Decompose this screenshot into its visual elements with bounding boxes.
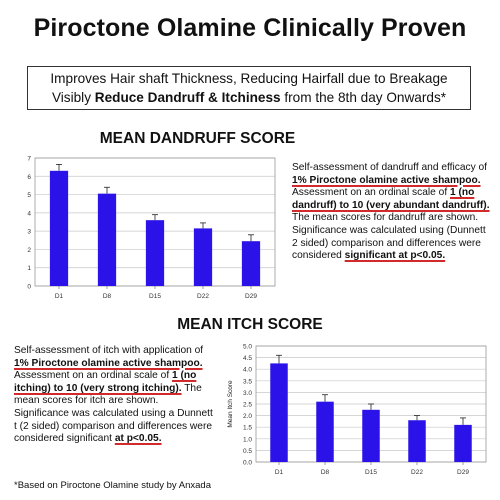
dandruff-desc-text-2: Assessment on an ordinal scale of <box>292 187 450 199</box>
itch-ytick-label: 3.5 <box>243 378 252 385</box>
claim-line-2: Visibly Reduce Dandruff & Itchiness from… <box>28 88 470 107</box>
itch-ytick-label: 0.5 <box>243 448 252 455</box>
dandruff-ytick-label: 6 <box>27 174 31 181</box>
dandruff-ytick-label: 2 <box>27 247 31 254</box>
itch-ytick-label: 2.5 <box>243 402 252 409</box>
claim-box: Improves Hair shaft Thickness, Reducing … <box>27 66 471 110</box>
itch-ylabel: Mean Itch Score <box>227 380 234 428</box>
dandruff-ytick-label: 0 <box>27 284 31 291</box>
dandruff-ytick-label: 3 <box>27 229 31 236</box>
itch-ytick-label: 5.0 <box>243 344 252 351</box>
itch-ytick-label: 4.0 <box>243 367 252 374</box>
dandruff-desc-highlight-3: significant at p<0.05. <box>344 250 446 262</box>
itch-desc-highlight-1: 1% Piroctone olamine active shampoo. <box>14 357 203 369</box>
itch-bar <box>316 401 334 462</box>
itch-ytick-label: 1.0 <box>243 436 252 443</box>
itch-description: Self-assessment of itch with application… <box>14 345 214 446</box>
claim-line-1: Improves Hair shaft Thickness, Reducing … <box>50 71 448 86</box>
dandruff-bar <box>241 241 261 286</box>
dandruff-chart: 0 1 2 3 4 5 6 7 D1 D8 D15 D22 D29 <box>27 156 276 300</box>
dandruff-bar <box>193 228 213 286</box>
itch-bar <box>454 424 472 462</box>
itch-xtick-label: D22 <box>411 469 423 476</box>
itch-desc-highlight-2: 1 (no itching) to 10 (very strong itchin… <box>14 370 197 394</box>
dandruff-bar <box>145 220 165 286</box>
dandruff-xtick-label: D22 <box>197 293 209 300</box>
claim-line-2-pre: Visibly <box>51 90 95 105</box>
dandruff-desc-highlight-2: 1 (no dandruff) to 10 (very abundant dan… <box>292 187 490 211</box>
dandruff-xtick-label: D8 <box>103 293 112 300</box>
itch-bar <box>362 409 380 462</box>
itch-ytick-label: 3.0 <box>243 390 252 397</box>
itch-chart-title: MEAN ITCH SCORE <box>177 316 323 333</box>
itch-desc-text-1: Self-assessment of itch with application… <box>14 345 204 356</box>
itch-ytick-label: 1.5 <box>243 425 252 432</box>
dandruff-ytick-label: 1 <box>27 265 31 272</box>
dandruff-bar <box>49 170 69 286</box>
itch-bar <box>408 420 426 462</box>
itch-xtick-label: D1 <box>275 469 284 476</box>
itch-xtick-label: D15 <box>365 469 377 476</box>
dandruff-xtick-label: D29 <box>245 293 257 300</box>
dandruff-bar <box>97 193 117 286</box>
itch-xtick-label: D29 <box>457 469 469 476</box>
itch-desc-text-2: Assessment on an ordinal scale of <box>14 370 172 382</box>
itch-desc-highlight-3: at p<0.05. <box>114 433 162 445</box>
itch-xtick-label: D8 <box>321 469 330 476</box>
itch-ytick-label: 2.0 <box>243 413 252 420</box>
dandruff-desc-text-3: The mean scores for dandruff are shown. … <box>292 212 486 262</box>
claim-line-2-post: from the 8th day Onwards* <box>280 90 447 105</box>
dandruff-ytick-label: 7 <box>27 156 31 163</box>
claim-line-2-bold: Reduce Dandruff & Itchiness <box>94 90 281 105</box>
itch-ytick-label: 4.5 <box>243 355 252 362</box>
dandruff-chart-title: MEAN DANDRUFF SCORE <box>99 130 296 147</box>
footnote: *Based on Piroctone Olamine study by Anx… <box>14 480 211 491</box>
itch-chart: 0.0 0.5 1.0 1.5 2.0 2.5 3.0 3.5 4.0 4.5 5.0 Mean It… <box>227 344 487 476</box>
page-title: Piroctone Olamine Clinically Proven <box>33 14 467 42</box>
dandruff-xtick-label: D15 <box>149 293 161 300</box>
dandruff-ytick-label: 5 <box>27 192 31 199</box>
itch-ytick-label: 0.0 <box>243 460 252 467</box>
dandruff-ytick-label: 4 <box>27 210 31 217</box>
dandruff-description: Self-assessment of dandruff and efficacy… <box>292 162 490 263</box>
itch-bar <box>270 363 288 462</box>
itch-desc-text-3: The mean scores for itch are shown. Sign… <box>14 382 213 445</box>
dandruff-desc-highlight-1: 1% Piroctone olamine active shampoo. <box>292 174 481 186</box>
dandruff-desc-text-1: Self-assessment of dandruff and efficacy… <box>292 162 487 173</box>
dandruff-xtick-label: D1 <box>55 293 64 300</box>
